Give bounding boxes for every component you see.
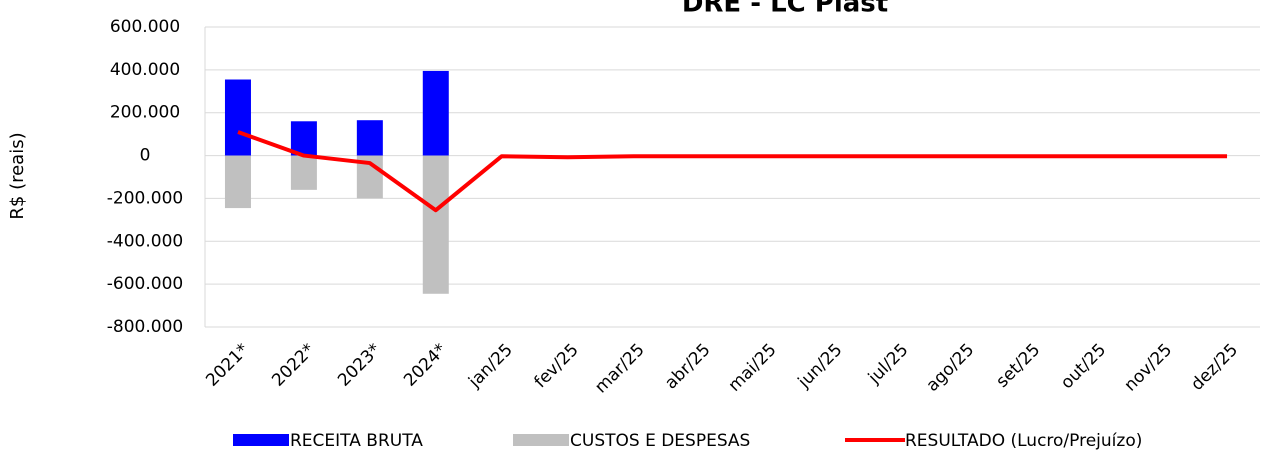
y-tick-label: -400.000 [107,231,183,251]
x-tick-label: out/25 [1057,340,1110,393]
legend-swatch [513,434,569,446]
y-tick-label: 0 [140,146,151,166]
y-tick-label: -600.000 [107,274,183,294]
y-tick-label: -800.000 [107,317,183,337]
x-tick-label: ago/25 [923,340,979,396]
legend-label: RECEITA BRUTA [290,431,423,451]
y-axis-label: R$ (reais) [7,132,28,219]
x-tick-label: dez/25 [1187,340,1242,395]
y-tick-label: 200.000 [110,103,180,123]
bar [356,120,383,156]
x-tick-label: jul/25 [864,340,913,389]
y-tick-label: -200.000 [107,188,183,208]
legend-label: RESULTADO (Lucro/Prejuízo) [905,431,1142,451]
y-tick-label: 400.000 [110,60,180,80]
x-tick-label: mar/25 [591,340,649,398]
x-tick-label: mai/25 [725,340,781,396]
bar [224,79,251,156]
bar [422,155,449,294]
x-tick-label: 2023* [334,340,385,391]
line [237,130,1228,213]
legend-swatch [233,434,289,446]
bar [422,70,449,156]
x-tick-label: jan/25 [464,340,517,393]
x-tick-label: 2021* [202,340,253,391]
bar [290,121,317,156]
y-tick-label: 600.000 [110,17,180,37]
x-tick-label: fev/25 [530,340,582,392]
bar [224,155,251,209]
bar [290,155,317,190]
x-tick-label: 2024* [400,340,451,391]
x-tick-label: abr/25 [661,340,714,393]
x-tick-label: set/25 [992,340,1044,392]
legend-label: CUSTOS E DESPESAS [570,431,750,451]
x-tick-label: 2022* [268,340,319,391]
x-tick-label: nov/25 [1121,340,1177,396]
chart-title: DRE - LC Plast [682,0,888,19]
x-tick-label: jun/25 [794,340,847,393]
